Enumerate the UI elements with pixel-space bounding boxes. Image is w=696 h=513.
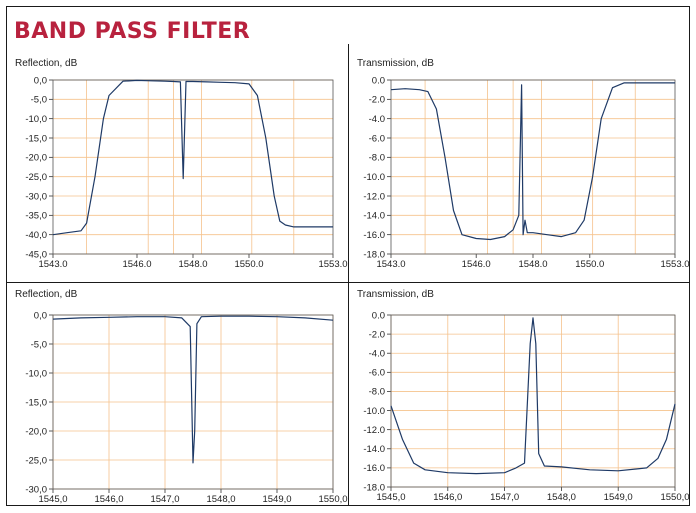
y-axis-title: Reflection, dB xyxy=(15,289,78,300)
x-tick-label: 1545,0 xyxy=(38,494,67,505)
y-tick-label: -18.0 xyxy=(363,249,385,260)
y-tick-label: -40,0 xyxy=(25,230,47,241)
y-tick-label: -6.0 xyxy=(369,133,385,144)
x-tick-label: 1546.0 xyxy=(462,259,491,270)
y-tick-label: -20,0 xyxy=(25,426,47,437)
x-tick-label: 1543.0 xyxy=(38,259,67,270)
x-tick-label: 1548.0 xyxy=(518,259,547,270)
x-tick-label: 1550,0 xyxy=(660,492,689,503)
y-tick-label: 0,0 xyxy=(34,310,47,321)
y-tick-label: -2.0 xyxy=(369,95,385,106)
x-tick-label: 1546,0 xyxy=(433,492,462,503)
chart-svg: 0.0 -2.0 -4.0 -6.0 -8.0 -10.0 -12.0 -14.0 -16.0 -… xyxy=(363,75,689,270)
x-tick-label: 1547,0 xyxy=(490,492,519,503)
series-line xyxy=(390,317,676,475)
horizontal-divider xyxy=(6,282,690,283)
y-tick-label: -30,0 xyxy=(25,191,47,202)
y-tick-label: -15,0 xyxy=(25,397,47,408)
y-tick-label: -25,0 xyxy=(25,455,47,466)
y-tick-label: -20,0 xyxy=(25,153,47,164)
x-tick-label: 1549,0 xyxy=(262,494,291,505)
x-tick-label: 1553.0 xyxy=(318,259,347,270)
x-tick-label: 1553.0 xyxy=(660,259,689,270)
plot-area-border xyxy=(390,314,676,488)
chart-panel-transmission-zoom: Transmission, dB 0.0 -2.0 -4.0 -6.0 -8.0 -10.… xyxy=(349,283,691,513)
y-tick-label: -6.0 xyxy=(369,368,385,379)
plot-area-border xyxy=(52,314,334,490)
plot-area-border xyxy=(390,79,676,255)
x-tick-label: 1547,0 xyxy=(150,494,179,505)
x-tick-label: 1550.0 xyxy=(234,259,263,270)
y-tick-label: -10.0 xyxy=(363,406,385,417)
x-tick-label: 1549,0 xyxy=(604,492,633,503)
y-tick-label: -8.0 xyxy=(369,387,385,398)
x-tick-label: 1550,0 xyxy=(318,494,347,505)
y-tick-label: -10.0 xyxy=(363,172,385,183)
x-tick-label: 1548,0 xyxy=(547,492,576,503)
series-line xyxy=(390,82,675,241)
y-axis-title: Transmission, dB xyxy=(357,58,434,69)
x-tick-label: 1546,0 xyxy=(94,494,123,505)
series-line xyxy=(52,79,333,236)
y-tick-label: -16.0 xyxy=(363,230,385,241)
y-tick-label: -14.0 xyxy=(363,211,385,222)
page-title: BAND PASS FILTER xyxy=(14,19,251,44)
y-tick-label: -10,0 xyxy=(25,114,47,125)
chart-svg: 0.0 -2.0 -4.0 -6.0 -8.0 -10.0 -12.0 -14.0 -16.0 -… xyxy=(363,310,689,503)
y-tick-label: -4.0 xyxy=(369,114,385,125)
y-tick-label: -5,0 xyxy=(31,95,47,106)
x-tick-label: 1548,0 xyxy=(206,494,235,505)
y-tick-label: -14.0 xyxy=(363,444,385,455)
y-tick-label: 0.0 xyxy=(372,310,385,321)
chart-panel-transmission-wide: Transmission, dB 0.0 -2.0 -4.0 -6.0 -8.0 -10.… xyxy=(349,52,691,282)
y-tick-label: -5,0 xyxy=(31,339,47,350)
y-tick-label: -8.0 xyxy=(369,153,385,164)
y-tick-label: -25,0 xyxy=(25,172,47,183)
y-tick-label: -35,0 xyxy=(25,211,47,222)
x-tick-label: 1545,0 xyxy=(376,492,405,503)
vertical-divider xyxy=(348,44,349,506)
chart-panel-reflection-zoom: Reflection, dB 0,0 -5,0 -10,0 -15,0 -20,0 -25… xyxy=(7,283,349,513)
chart-panel-reflection-wide: Reflection, dB 0,0 -5,0 -10,0 -15,0 -20,0 -25… xyxy=(7,52,349,282)
y-tick-label: 0,0 xyxy=(34,75,47,86)
chart-svg: 0,0 -5,0 -10,0 -15,0 -20,0 -25,0 -30,0 -35,0 -40… xyxy=(25,75,347,270)
x-tick-label: 1548.0 xyxy=(178,259,207,270)
y-tick-label: -18.0 xyxy=(363,482,385,493)
y-tick-label: -16.0 xyxy=(363,463,385,474)
y-tick-label: -4.0 xyxy=(369,349,385,360)
x-tick-label: 1546.0 xyxy=(122,259,151,270)
y-tick-label: -2.0 xyxy=(369,329,385,340)
y-tick-label: -12.0 xyxy=(363,191,385,202)
x-tick-label: 1543.0 xyxy=(376,259,405,270)
x-tick-label: 1550.0 xyxy=(575,259,604,270)
y-tick-label: 0.0 xyxy=(372,75,385,86)
series-line xyxy=(52,315,334,464)
y-tick-label: -30,0 xyxy=(25,484,47,495)
y-axis-title: Transmission, dB xyxy=(357,289,434,300)
plot-area-border xyxy=(52,79,334,255)
y-axis-title: Reflection, dB xyxy=(15,58,78,69)
y-tick-label: -45,0 xyxy=(25,249,47,260)
y-tick-label: -15,0 xyxy=(25,133,47,144)
y-tick-label: -12.0 xyxy=(363,425,385,436)
y-tick-label: -10,0 xyxy=(25,368,47,379)
